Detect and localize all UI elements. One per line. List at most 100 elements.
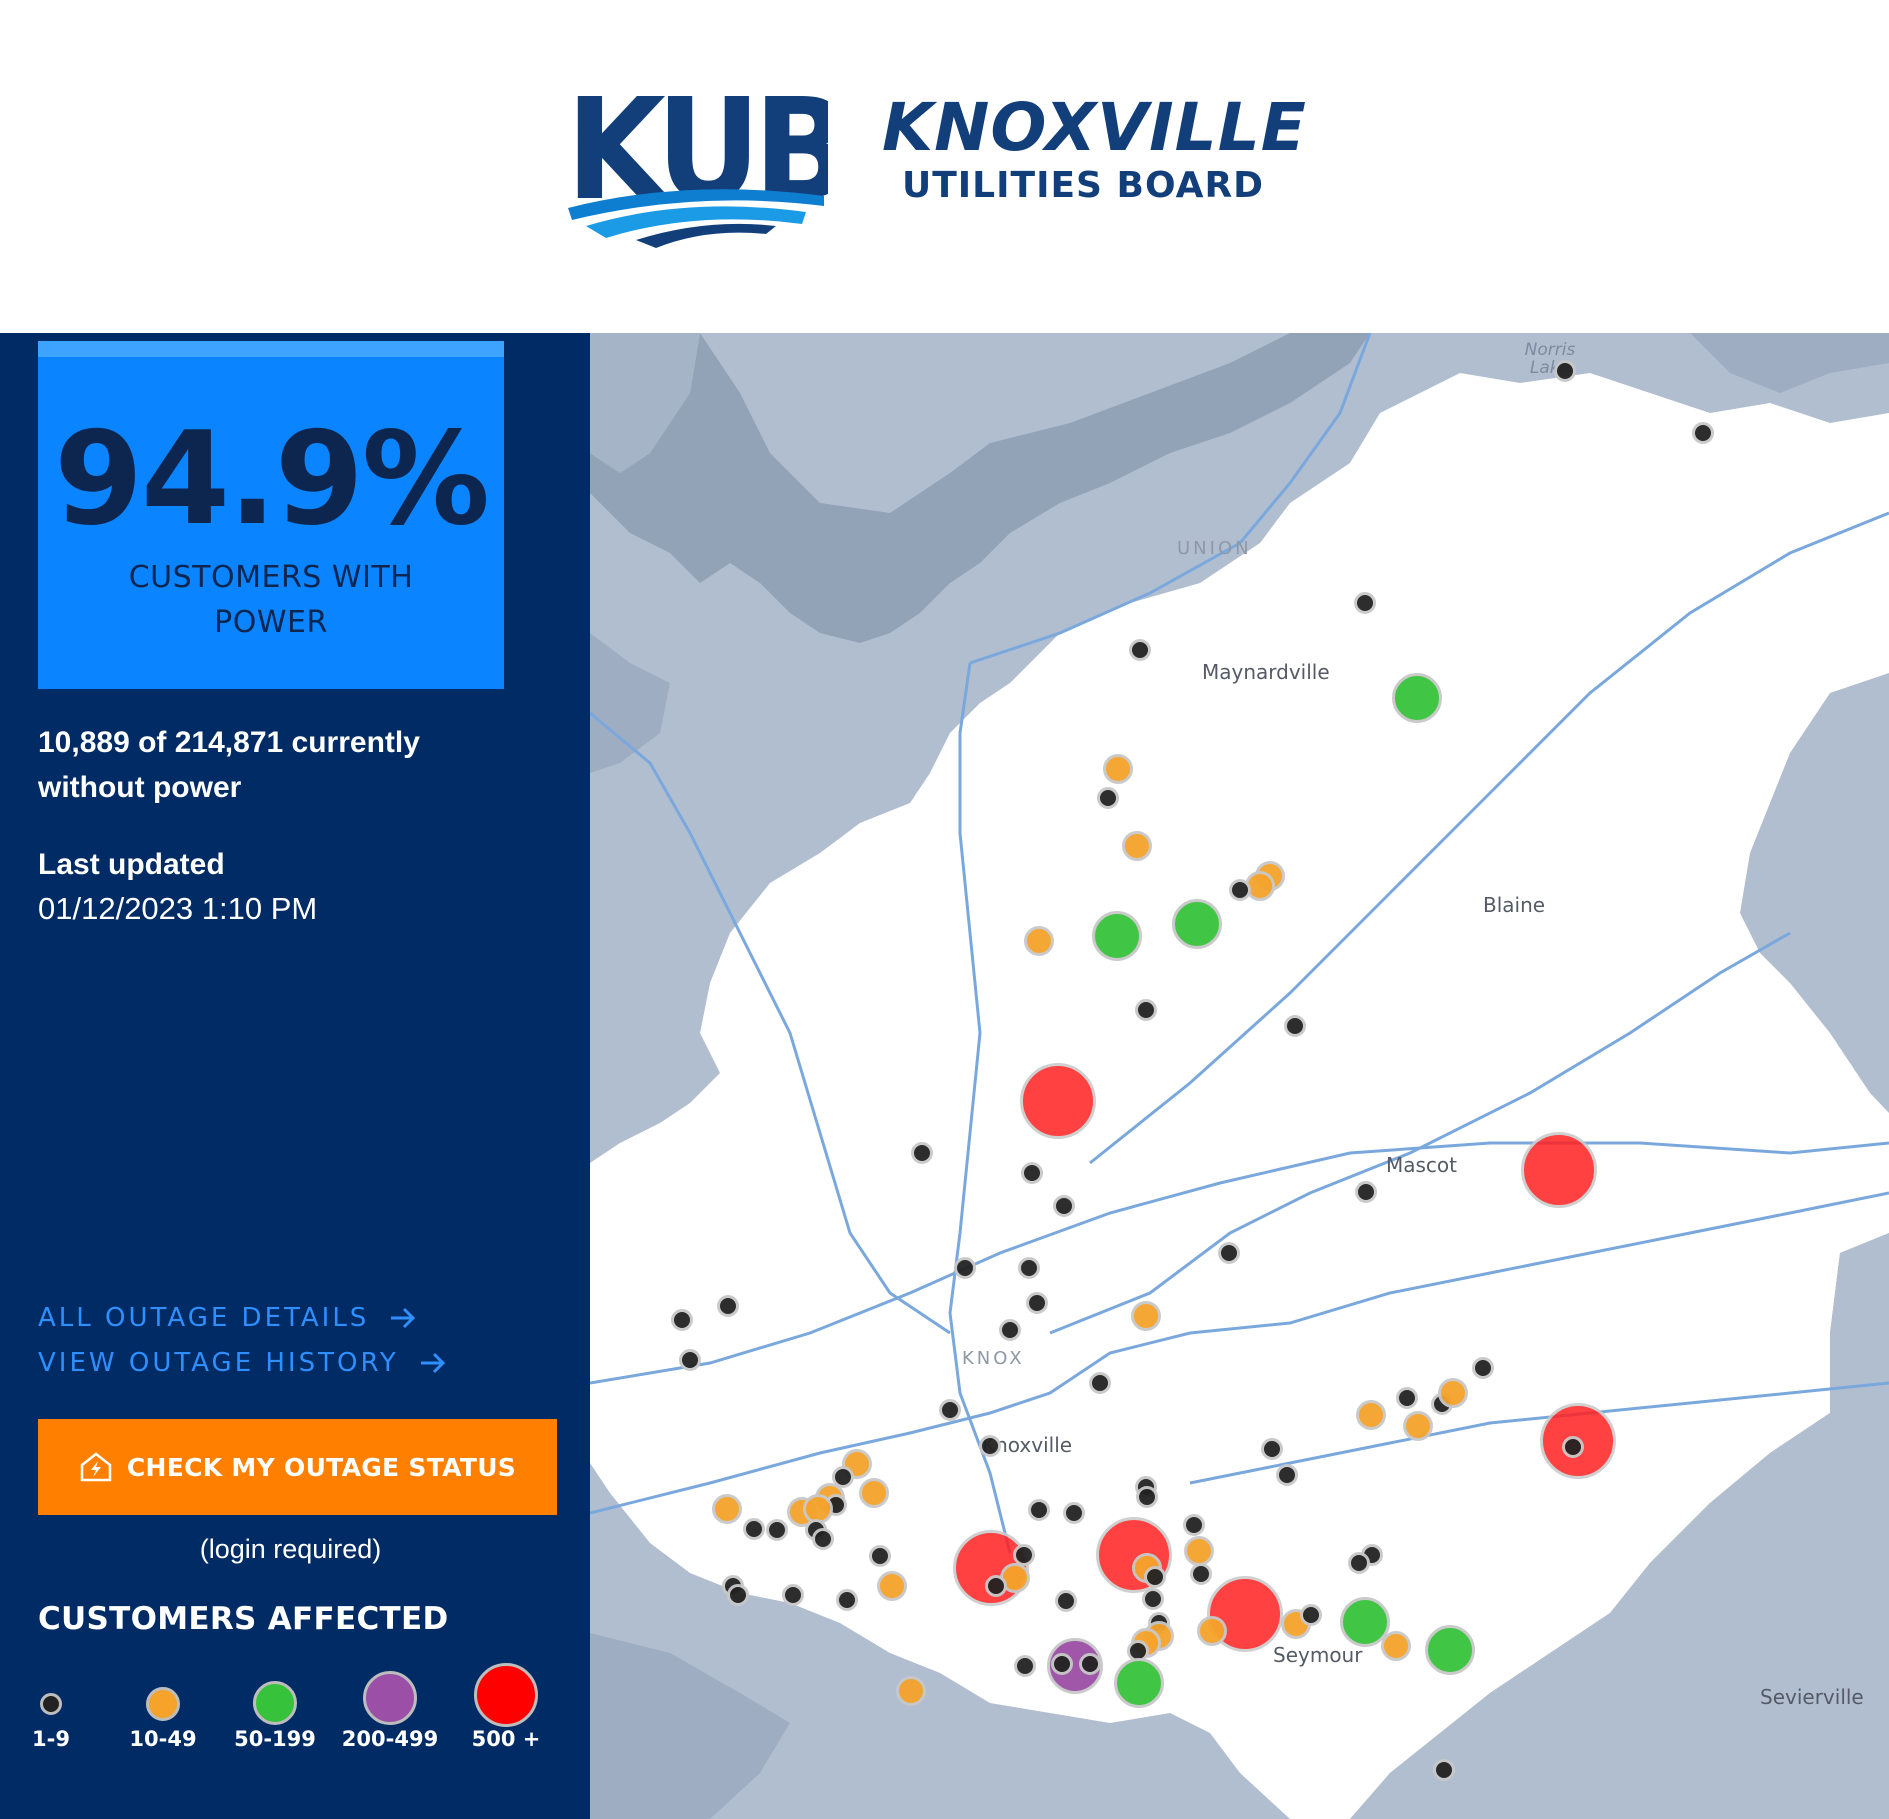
all-outage-details-link[interactable]: ALL OUTAGE DETAILS <box>38 1303 417 1333</box>
outage-marker-1-9[interactable] <box>1433 1759 1455 1781</box>
legend-label-10-49: 10-49 <box>129 1727 197 1751</box>
outage-marker-1-9[interactable] <box>1229 879 1251 901</box>
outage-marker-1-9[interactable] <box>1028 1499 1050 1521</box>
outage-marker-1-9[interactable] <box>1261 1438 1283 1460</box>
outage-marker-1-9[interactable] <box>1396 1387 1418 1409</box>
outage-marker-1-9[interactable] <box>812 1528 834 1550</box>
map-label-seymour: Seymour <box>1273 1643 1363 1667</box>
legend-dot-1-9 <box>40 1693 62 1715</box>
outage-marker-1-9[interactable] <box>1018 1257 1040 1279</box>
outage-marker-1-9[interactable] <box>679 1349 701 1371</box>
outage-marker-10-49[interactable] <box>1103 754 1133 784</box>
map-label-knox: KNOX <box>962 1348 1025 1369</box>
outage-marker-1-9[interactable] <box>911 1142 933 1164</box>
outage-marker-1-9[interactable] <box>999 1319 1021 1341</box>
outage-marker-500-plus[interactable] <box>1020 1063 1096 1139</box>
outage-marker-50-199[interactable] <box>1114 1658 1164 1708</box>
outage-marker-10-49[interactable] <box>896 1676 926 1706</box>
outage-marker-10-49[interactable] <box>1356 1400 1386 1430</box>
outage-marker-50-199[interactable] <box>1392 673 1442 723</box>
check-outage-status-label: CHECK MY OUTAGE STATUS <box>126 1452 517 1482</box>
outage-marker-1-9[interactable] <box>954 1257 976 1279</box>
outage-marker-1-9[interactable] <box>832 1466 854 1488</box>
outage-marker-1-9[interactable] <box>1129 639 1151 661</box>
view-outage-history-link[interactable]: VIEW OUTAGE HISTORY <box>38 1348 447 1378</box>
outage-marker-1-9[interactable] <box>985 1575 1007 1597</box>
outage-marker-1-9[interactable] <box>1142 1588 1164 1610</box>
legend-dot-200-499 <box>363 1671 417 1725</box>
outage-marker-1-9[interactable] <box>743 1518 765 1540</box>
outage-marker-1-9[interactable] <box>727 1584 749 1606</box>
outage-marker-1-9[interactable] <box>1021 1162 1043 1184</box>
outage-marker-10-49[interactable] <box>1403 1411 1433 1441</box>
outage-marker-500-plus[interactable] <box>1521 1132 1597 1208</box>
outage-marker-50-199[interactable] <box>1092 911 1142 961</box>
outage-marker-1-9[interactable] <box>869 1545 891 1567</box>
outage-marker-1-9[interactable] <box>1218 1242 1240 1264</box>
outage-marker-50-199[interactable] <box>1172 899 1222 949</box>
outage-marker-1-9[interactable] <box>1183 1514 1205 1536</box>
outage-marker-1-9[interactable] <box>1079 1653 1101 1675</box>
legend-label-500-plus: 500 + <box>471 1727 541 1751</box>
outage-marker-10-49[interactable] <box>1131 1301 1161 1331</box>
outage-marker-1-9[interactable] <box>766 1519 788 1541</box>
percent-with-power-card: 94.9% CUSTOMERS WITH POWER <box>38 341 504 689</box>
outage-marker-1-9[interactable] <box>1097 787 1119 809</box>
outage-marker-1-9[interactable] <box>939 1399 961 1421</box>
arrow-right-icon <box>420 1352 445 1374</box>
legend-label-1-9: 1-9 <box>32 1727 70 1751</box>
outage-marker-1-9[interactable] <box>1300 1604 1322 1626</box>
outage-marker-1-9[interactable] <box>1190 1563 1212 1585</box>
outage-marker-10-49[interactable] <box>712 1494 742 1524</box>
outage-marker-50-199[interactable] <box>1425 1625 1475 1675</box>
outage-marker-1-9[interactable] <box>1089 1372 1111 1394</box>
kub-logo[interactable]: KUB <box>566 78 828 248</box>
outage-marker-1-9[interactable] <box>1554 360 1576 382</box>
outage-marker-1-9[interactable] <box>1053 1195 1075 1217</box>
view-outage-history-label: VIEW OUTAGE HISTORY <box>38 1348 399 1378</box>
outage-marker-1-9[interactable] <box>1063 1502 1085 1524</box>
outage-marker-1-9[interactable] <box>1284 1015 1306 1037</box>
check-outage-status-button[interactable]: CHECK MY OUTAGE STATUS <box>38 1419 557 1515</box>
outage-marker-1-9[interactable] <box>1562 1436 1584 1458</box>
outage-marker-1-9[interactable] <box>782 1584 804 1606</box>
outage-map[interactable]: Norris Lake UNION Maynardville Blaine Ma… <box>590 333 1889 1819</box>
last-updated-value: 01/12/2023 1:10 PM <box>38 891 318 926</box>
outage-marker-10-49[interactable] <box>877 1571 907 1601</box>
outage-marker-1-9[interactable] <box>1354 592 1376 614</box>
outage-marker-1-9[interactable] <box>1144 1566 1166 1588</box>
outage-marker-1-9[interactable] <box>1055 1590 1077 1612</box>
outage-marker-1-9[interactable] <box>979 1435 1001 1457</box>
outage-marker-1-9[interactable] <box>1355 1181 1377 1203</box>
outage-marker-10-49[interactable] <box>1024 926 1054 956</box>
legend-dot-500-plus <box>474 1663 538 1727</box>
outage-marker-1-9[interactable] <box>717 1295 739 1317</box>
outage-marker-1-9[interactable] <box>1276 1464 1298 1486</box>
outage-marker-1-9[interactable] <box>1135 999 1157 1021</box>
outage-marker-1-9[interactable] <box>1692 422 1714 444</box>
outage-marker-1-9[interactable] <box>1051 1653 1073 1675</box>
outage-marker-10-49[interactable] <box>1184 1536 1214 1566</box>
outage-marker-1-9[interactable] <box>836 1589 858 1611</box>
outside-northwest <box>590 333 700 473</box>
outage-marker-10-49[interactable] <box>859 1478 889 1508</box>
logo-name-line2: UTILITIES BOARD <box>902 165 1265 206</box>
outage-marker-1-9[interactable] <box>1026 1292 1048 1314</box>
customers-affected-legend: 1-9 10-49 50-199 200-499 500 + <box>0 1643 590 1763</box>
outage-marker-10-49[interactable] <box>1197 1616 1227 1646</box>
outage-marker-1-9[interactable] <box>1136 1486 1158 1508</box>
percent-with-power-value: 94.9% <box>53 405 490 554</box>
outage-marker-1-9[interactable] <box>1348 1552 1370 1574</box>
outage-marker-10-49[interactable] <box>1438 1378 1468 1408</box>
site-header: KUB KNOXVILLE UTILITIES BOARD <box>0 0 1889 333</box>
norris-lake-water <box>590 333 1370 643</box>
legend-dot-10-49 <box>146 1687 180 1721</box>
map-label-blaine: Blaine <box>1483 893 1546 917</box>
outage-marker-10-49[interactable] <box>1122 831 1152 861</box>
outage-marker-1-9[interactable] <box>1472 1357 1494 1379</box>
outage-marker-1-9[interactable] <box>1014 1655 1036 1677</box>
outage-marker-10-49[interactable] <box>1381 1631 1411 1661</box>
outage-marker-1-9[interactable] <box>671 1309 693 1331</box>
map-label-maynardville: Maynardville <box>1202 660 1330 684</box>
outage-marker-1-9[interactable] <box>1013 1544 1035 1566</box>
